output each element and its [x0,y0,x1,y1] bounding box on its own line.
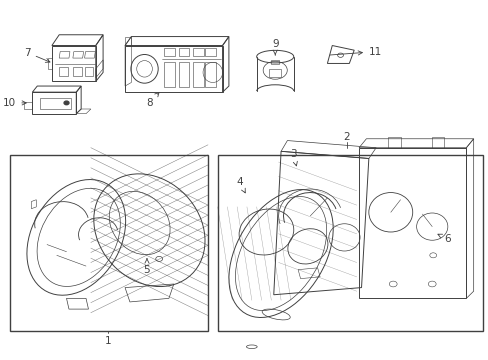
Text: 11: 11 [329,46,381,57]
Text: 7: 7 [24,48,50,62]
Text: 10: 10 [3,98,26,108]
Text: 3: 3 [289,149,297,166]
Bar [271,59,279,64]
Bar [10,155,207,330]
Circle shape [64,101,69,105]
Bar [217,155,483,330]
Text: 2: 2 [343,132,349,141]
Bar [269,69,281,77]
Text: 8: 8 [146,93,159,108]
Text: 6: 6 [437,234,450,244]
Text: 4: 4 [236,177,245,193]
Text: 9: 9 [271,40,278,55]
Text: 1: 1 [104,336,111,346]
Text: 5: 5 [143,259,150,275]
